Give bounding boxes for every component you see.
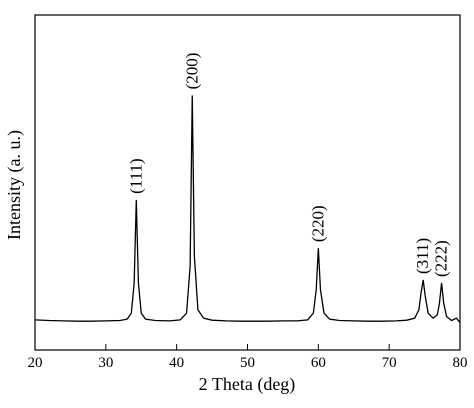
peak-label: (222)	[432, 240, 451, 277]
x-tick-label: 50	[240, 355, 255, 371]
x-tick-label: 80	[453, 355, 468, 371]
x-tick-label: 70	[382, 355, 397, 371]
x-tick-label: 60	[311, 355, 326, 371]
plot-frame	[34, 14, 461, 351]
x-tick-label: 20	[28, 355, 43, 371]
x-tick-label: 30	[98, 355, 113, 371]
peak-label: (311)	[413, 238, 432, 274]
peak-label: (220)	[308, 205, 327, 242]
y-axis-label: Intensity (a. u.)	[4, 130, 25, 240]
x-axis-label: 2 Theta (deg)	[199, 374, 296, 395]
xrd-line	[34, 95, 461, 323]
x-tick-label: 40	[169, 355, 184, 371]
peak-label: (111)	[126, 158, 145, 194]
peak-label: (200)	[182, 53, 201, 90]
